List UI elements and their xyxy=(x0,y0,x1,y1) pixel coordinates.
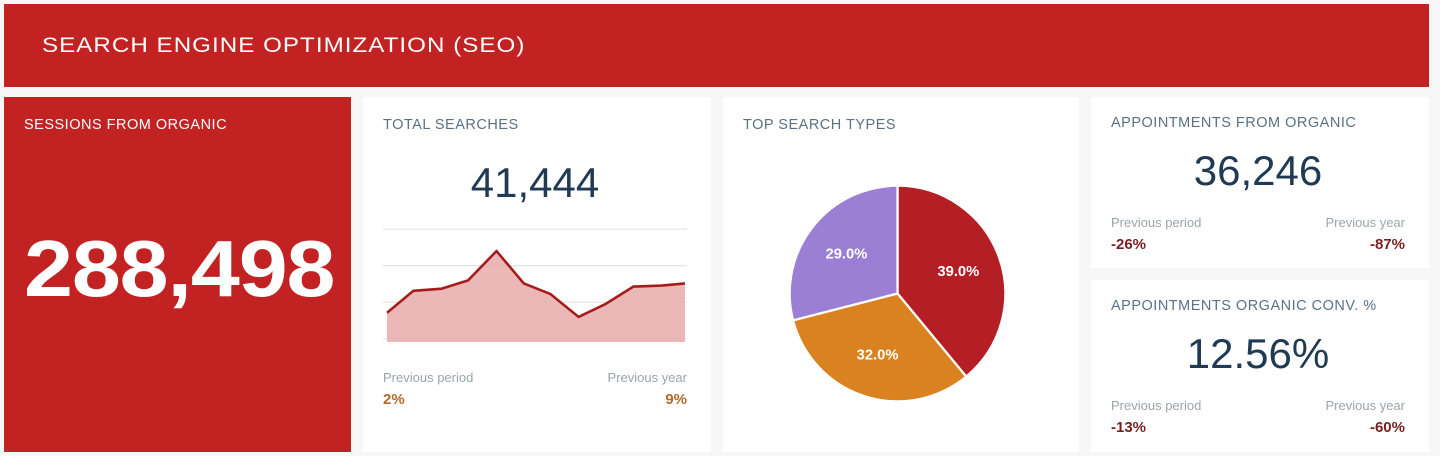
svg-text:39.0%: 39.0% xyxy=(937,264,979,280)
svg-text:32.0%: 32.0% xyxy=(857,348,899,364)
svg-text:29.0%: 29.0% xyxy=(826,246,868,262)
